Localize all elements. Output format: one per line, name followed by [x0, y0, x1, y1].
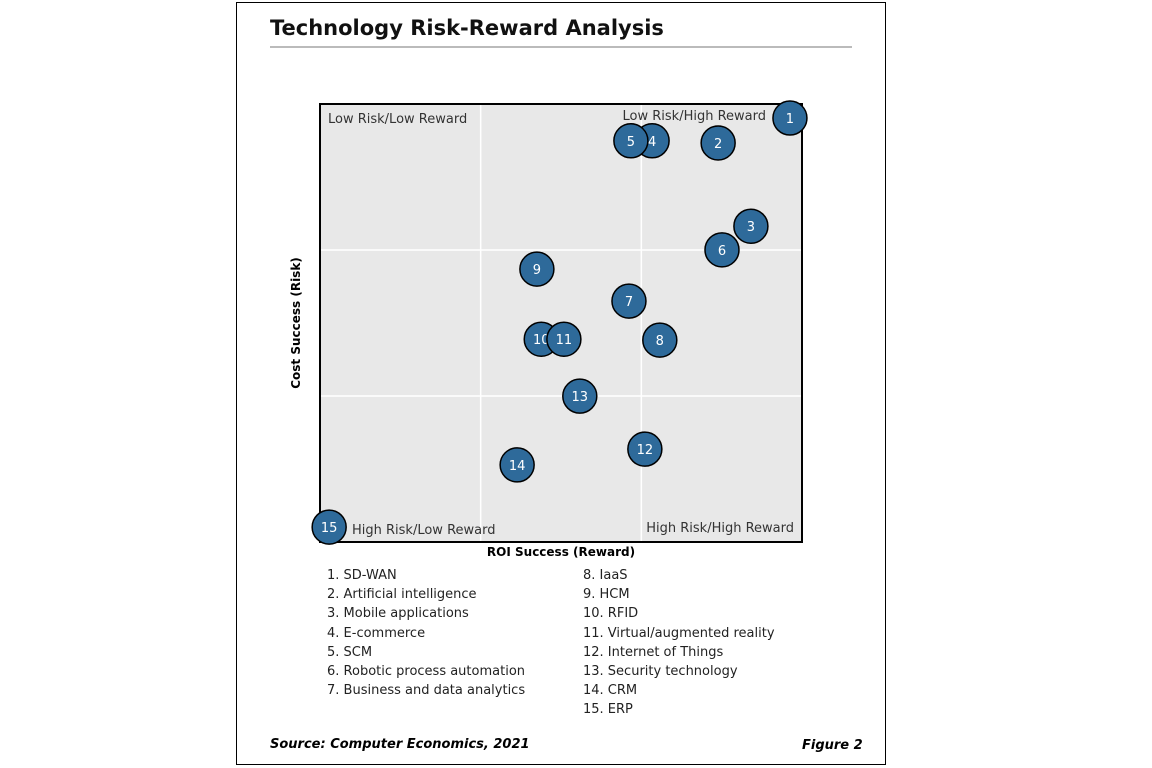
data-point-label-6: 6	[718, 244, 726, 259]
data-point-13	[562, 378, 598, 414]
quadrant-label-top-right: Low Risk/High Reward	[623, 109, 766, 124]
data-point-label-7: 7	[625, 295, 633, 310]
legend-item: 5. SCM	[327, 644, 373, 660]
data-point-12	[627, 431, 663, 467]
legend-item: 6. Robotic process automation	[327, 664, 526, 680]
data-point-5	[613, 123, 649, 159]
legend-column-2: 8. IaaS 9. HCM 10. RFID 11. Virtual/augment…	[583, 566, 775, 720]
legend-item: 3. Mobile applications	[327, 606, 469, 622]
data-point-label-11: 11	[556, 333, 573, 348]
legend-item: 13. Security technology	[583, 664, 738, 680]
data-point-label-8: 8	[656, 334, 664, 349]
legend-item: 14. CRM	[583, 683, 638, 699]
data-point-11	[546, 321, 582, 357]
data-point-label-2: 2	[714, 137, 722, 152]
legend-item: 7. Business and data analytics	[327, 683, 526, 699]
quadrant-label-bottom-right: High Risk/High Reward	[646, 521, 794, 536]
legend-item: 15. ERP	[583, 702, 633, 718]
data-point-label-10: 10	[533, 333, 550, 348]
y-axis-label: Cost Success (Risk)	[289, 257, 303, 389]
quadrant-label-top-left: Low Risk/Low Reward	[328, 112, 467, 127]
legend-item: 1. SD-WAN	[327, 568, 397, 583]
data-point-7	[611, 283, 647, 319]
figure-label: Figure 2	[802, 738, 863, 753]
data-point-6	[704, 232, 740, 268]
source-note: Source: Computer Economics, 2021	[270, 737, 530, 752]
data-point-8	[642, 322, 678, 358]
chart-title: Technology Risk-Reward Analysis	[270, 16, 664, 40]
data-point-label-5: 5	[627, 135, 635, 150]
legend-item: 11. Virtual/augmented reality	[583, 625, 775, 641]
data-point-label-9: 9	[533, 263, 541, 278]
legend-column-1: 1. SD-WAN 2. Artificial intelligence 3. Mo…	[327, 566, 525, 700]
data-point-label-13: 13	[572, 390, 589, 405]
data-point-label-15: 15	[321, 521, 338, 536]
legend-item: 8. IaaS	[583, 568, 628, 583]
legend-item: 10. RFID	[583, 606, 639, 622]
x-axis-label: ROI Success (Reward)	[487, 545, 635, 559]
data-point-9	[519, 251, 555, 287]
data-point-14	[499, 447, 535, 483]
figure-frame	[236, 2, 886, 765]
data-point-1	[772, 100, 808, 136]
data-point-label-12: 12	[637, 443, 654, 458]
data-point-label-1: 1	[786, 112, 794, 127]
legend-item: 2. Artificial intelligence	[327, 587, 477, 603]
legend-item: 4. E-commerce	[327, 625, 426, 641]
data-point-label-4: 4	[648, 135, 656, 150]
legend-item: 12. Internet of Things	[583, 644, 724, 660]
data-point-15	[311, 509, 347, 545]
plot-border	[319, 103, 803, 543]
legend-item: 9. HCM	[583, 587, 630, 603]
data-point-3	[733, 208, 769, 244]
title-divider	[270, 46, 852, 48]
quadrant-label-bottom-left: High Risk/Low Reward	[352, 523, 495, 538]
data-point-label-14: 14	[509, 459, 526, 474]
data-point-label-3: 3	[747, 220, 755, 235]
data-point-2	[700, 125, 736, 161]
